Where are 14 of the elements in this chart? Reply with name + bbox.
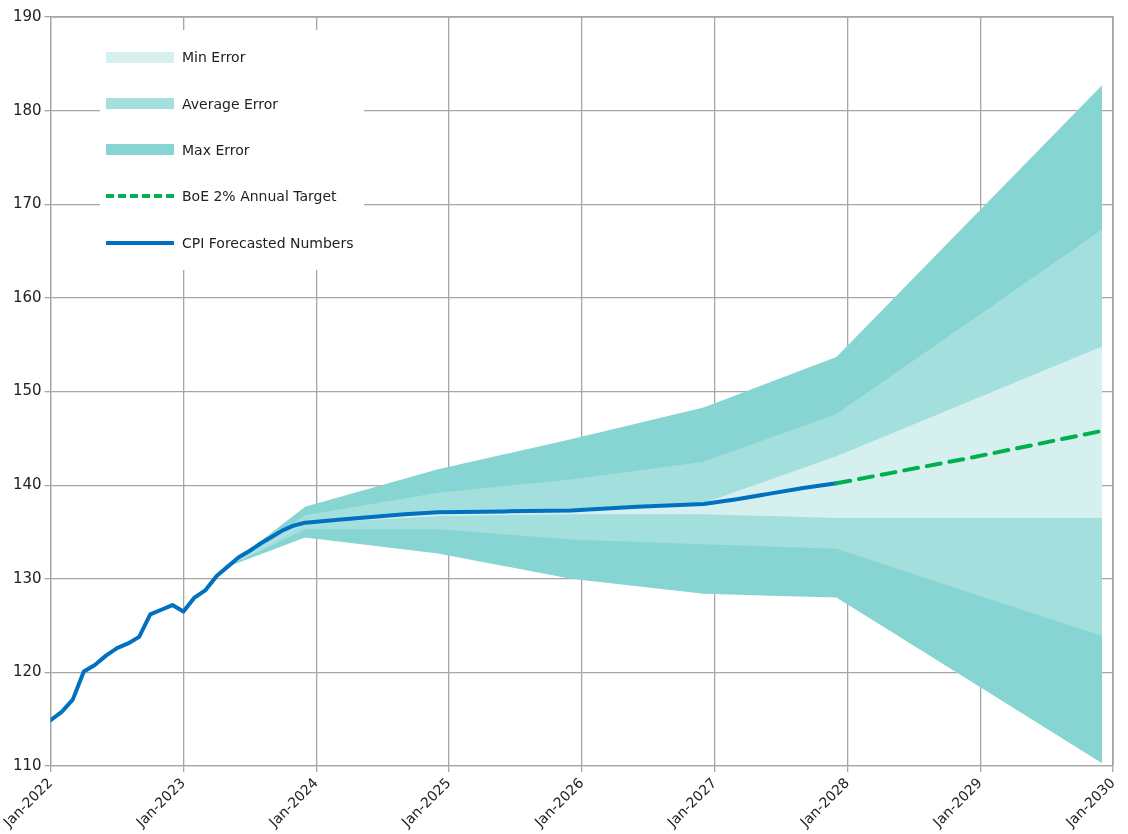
y-tick-label: 190	[12, 6, 42, 25]
y-tick-label: 120	[12, 662, 42, 681]
legend-label: Max Error	[182, 141, 250, 158]
y-tick-label: 110	[12, 755, 42, 774]
y-tick-label: 150	[12, 381, 42, 400]
legend-label: BoE 2% Annual Target	[182, 188, 337, 205]
y-tick-label: 170	[12, 194, 42, 213]
legend-label: CPI Forecasted Numbers	[182, 234, 354, 251]
y-tick-label: 140	[12, 475, 42, 494]
y-tick-label: 130	[12, 568, 42, 587]
y-tick-label: 180	[12, 100, 42, 119]
legend-label: Min Error	[182, 49, 246, 66]
y-tick-label: 160	[12, 287, 42, 306]
legend-label: Average Error	[182, 95, 279, 112]
